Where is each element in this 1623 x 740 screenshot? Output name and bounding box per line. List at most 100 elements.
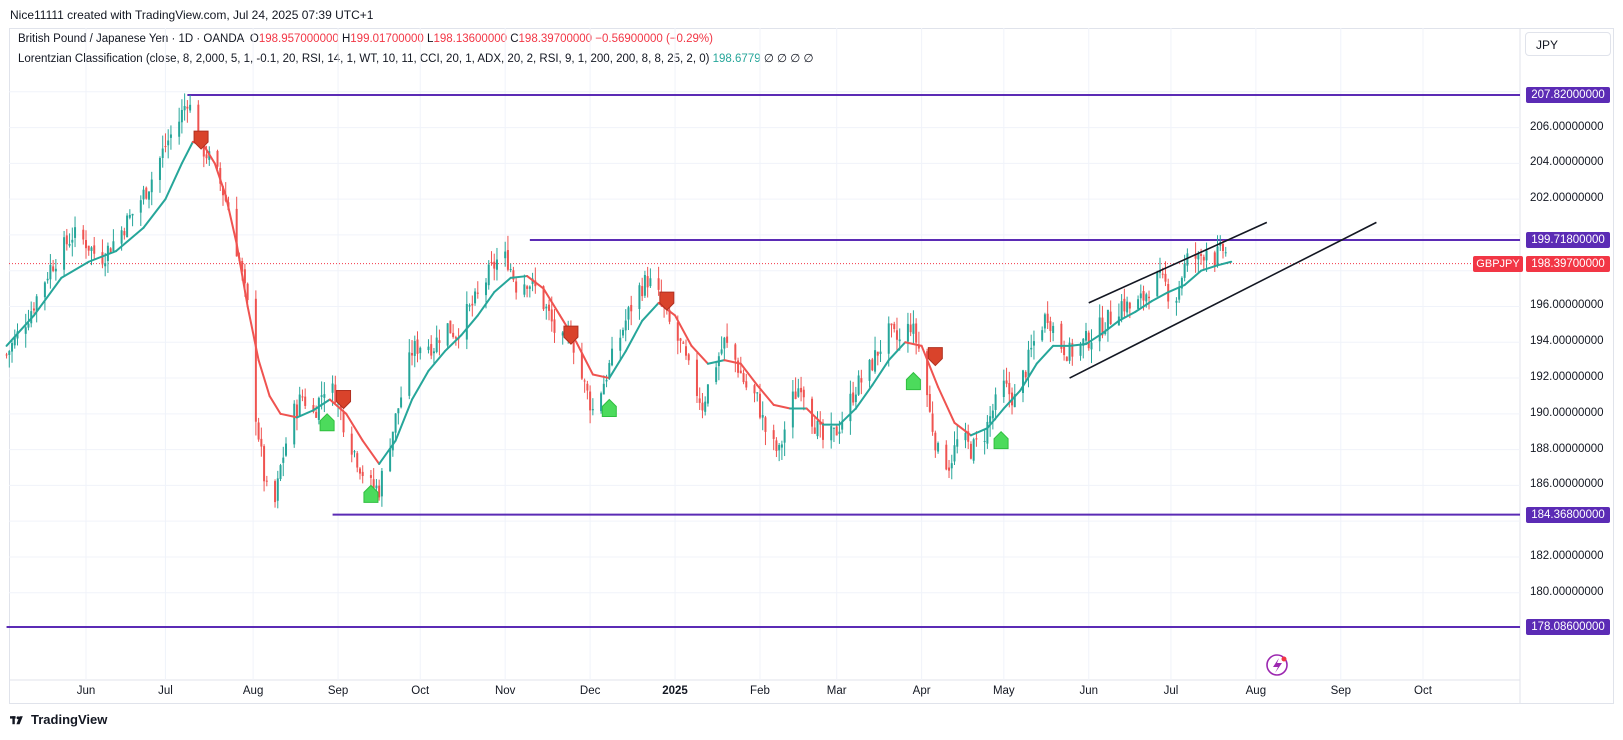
candle-body xyxy=(802,389,805,398)
candle-body xyxy=(643,274,646,296)
candle-body xyxy=(972,439,975,461)
price-tick-label: 206.00000000 xyxy=(1530,120,1604,133)
candle-body xyxy=(1142,291,1145,301)
candle-body xyxy=(438,340,441,343)
classifier-segment xyxy=(854,384,874,410)
classifier-segment xyxy=(920,344,940,388)
classifier-segment xyxy=(542,287,561,317)
price-tick-label: 182.00000000 xyxy=(1530,549,1604,562)
candle-body xyxy=(698,398,701,403)
classifier-segment xyxy=(115,226,145,253)
candle-body xyxy=(312,405,315,412)
candle-body xyxy=(1221,243,1224,252)
candle-body xyxy=(468,305,471,307)
candle-body xyxy=(723,337,726,349)
candle-body xyxy=(35,296,38,312)
sell-signal-marker xyxy=(336,390,352,410)
indicator-legend[interactable]: Lorentzian Classification (close, 8, 2,0… xyxy=(18,51,813,65)
candle-body xyxy=(49,264,52,280)
candle-body xyxy=(1180,277,1183,289)
candle-body xyxy=(1052,325,1055,333)
candle-body xyxy=(495,259,498,270)
candle-body xyxy=(120,230,123,244)
classifier-segment xyxy=(1200,264,1219,272)
candle-body xyxy=(515,281,518,293)
classifier-segment xyxy=(1101,319,1120,335)
sell-signal-marker xyxy=(193,130,209,150)
candle-body xyxy=(148,191,151,200)
classifier-segment xyxy=(624,319,644,353)
classifier-segment xyxy=(575,341,594,376)
classifier-segment xyxy=(756,384,775,406)
candle-body xyxy=(641,286,644,297)
sell-signal-marker xyxy=(927,347,943,367)
candle-body xyxy=(989,416,992,424)
candle-body xyxy=(1063,346,1066,356)
buy-signal-marker xyxy=(993,430,1009,450)
candle-body xyxy=(852,392,855,403)
candle-body xyxy=(679,338,682,341)
candle-body xyxy=(74,227,77,238)
classifier-segment xyxy=(904,341,923,347)
channel-lines xyxy=(1069,221,1377,379)
candle-body xyxy=(1109,311,1112,325)
candle-body xyxy=(627,307,630,320)
symbol-legend[interactable]: British Pound / Japanese Yen · 1D · OAND… xyxy=(18,33,713,45)
candle-body xyxy=(906,323,909,342)
candle-body xyxy=(427,346,430,351)
indicator-title: Lorentzian Classification (close, 8, 2,0… xyxy=(18,53,710,65)
candle-body xyxy=(394,413,397,433)
classifier-segment xyxy=(1216,260,1233,267)
channel-line xyxy=(1069,221,1377,379)
candle-body xyxy=(180,109,183,123)
candle-body xyxy=(611,348,614,366)
candle-body xyxy=(334,384,337,403)
candle-body xyxy=(485,282,488,296)
candle-body xyxy=(1216,246,1219,265)
candle-body xyxy=(912,323,915,334)
brand-name: TradingView xyxy=(31,712,108,727)
candle-body xyxy=(1071,343,1074,357)
currency-selector[interactable]: JPY xyxy=(1525,32,1611,56)
candle-body xyxy=(895,330,898,340)
candle-body xyxy=(726,336,729,343)
candle-body xyxy=(1032,341,1035,346)
classifier-segment xyxy=(1134,300,1153,313)
candle-body xyxy=(221,186,224,196)
candle-body xyxy=(419,347,422,354)
candle-body xyxy=(235,208,238,257)
candle-body xyxy=(506,250,509,270)
classifier-segment xyxy=(690,344,709,365)
candle-body xyxy=(931,413,934,432)
candle-body xyxy=(1079,343,1082,356)
classifier-segment xyxy=(1183,269,1203,287)
candle-body xyxy=(400,397,403,408)
candle-body xyxy=(742,373,745,383)
candle-body xyxy=(876,351,879,356)
candle-body xyxy=(139,200,142,213)
signal-markers xyxy=(193,130,1009,503)
candle-body xyxy=(490,262,493,264)
candle-body xyxy=(704,401,707,412)
candle-body xyxy=(397,408,400,414)
candle-body xyxy=(1139,293,1142,299)
classifier-segment xyxy=(805,407,824,426)
candle-body xyxy=(583,380,586,382)
classifier-segment xyxy=(312,398,331,412)
time-tick-label: Mar xyxy=(826,685,847,697)
candle-body xyxy=(649,278,652,287)
candle-body xyxy=(701,402,704,411)
classifier-segment xyxy=(526,275,545,290)
replay-icon[interactable] xyxy=(1266,654,1288,676)
candle-body xyxy=(1137,299,1140,309)
candle-body xyxy=(150,179,153,193)
classifier-segment xyxy=(460,314,479,337)
candle-body xyxy=(857,375,860,395)
candle-body xyxy=(27,323,30,328)
classifier-segment xyxy=(591,373,611,380)
candle-body xyxy=(589,391,592,411)
candle-body xyxy=(874,350,877,372)
candle-body xyxy=(315,412,318,418)
brand-footer[interactable]: TradingView xyxy=(10,712,107,727)
